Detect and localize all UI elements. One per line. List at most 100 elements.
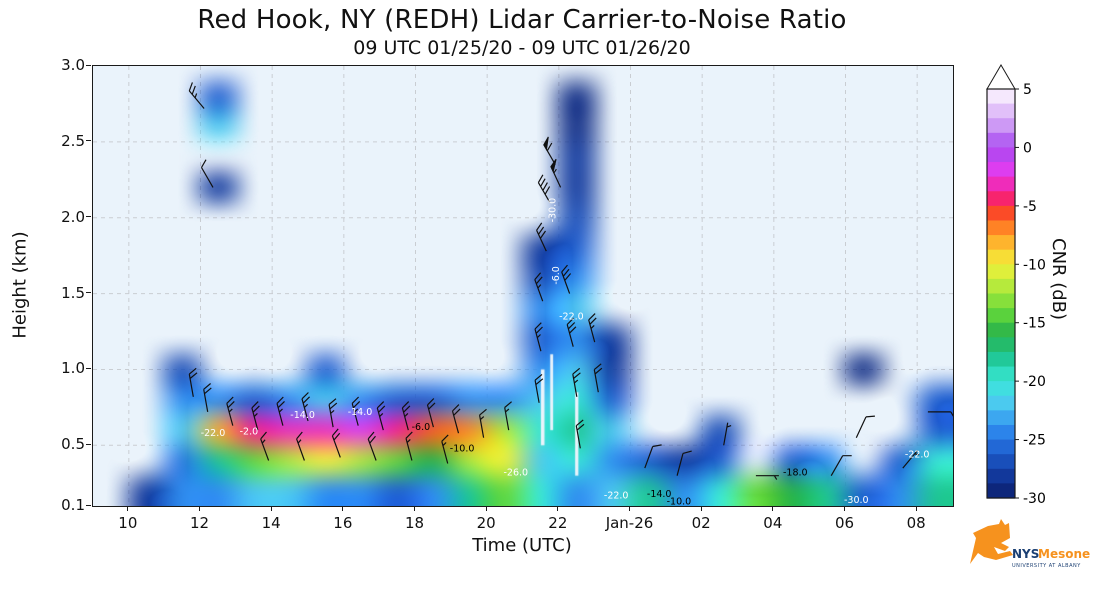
wind-barb xyxy=(328,398,338,428)
x-tick-label: 02 xyxy=(691,514,711,532)
wind-barb xyxy=(200,159,214,188)
y-tickmark xyxy=(85,64,91,66)
colorbar-band xyxy=(987,278,1015,295)
colorbar-over-arrow xyxy=(986,64,1016,90)
x-tick-label: 04 xyxy=(763,514,783,532)
contour-label: -18.0 xyxy=(783,468,808,479)
wind-barb xyxy=(479,408,487,438)
y-tickmark xyxy=(85,140,91,142)
y-tick-label: 0.1 xyxy=(61,496,85,514)
wind-barb xyxy=(588,313,597,343)
chart-title: Red Hook, NY (REDH) Lidar Carrier-to-Noi… xyxy=(197,5,847,35)
colorbar-tick-label: -10 xyxy=(1023,257,1046,273)
x-tickmark xyxy=(199,506,200,512)
wind-barb xyxy=(537,174,551,203)
x-tick-label: 16 xyxy=(333,514,353,532)
wind-barb xyxy=(426,398,436,428)
colorbar-tick-label: -15 xyxy=(1023,316,1046,332)
colorbar-band xyxy=(987,468,1015,484)
wind-barb xyxy=(536,222,547,252)
wind-barb xyxy=(676,450,692,476)
y-tick-label: 0.5 xyxy=(61,435,85,454)
wind-barb xyxy=(572,367,581,397)
logo-tagline: UNIVERSITY AT ALBANY xyxy=(1012,563,1081,569)
plot-area: -22.0 -2.0 -14.0 -14.0 -6.0 -10.0 -26.0 -30.0 -6… xyxy=(92,65,954,507)
wind-barb xyxy=(188,82,205,109)
wind-barb xyxy=(755,475,779,480)
wind-barb xyxy=(723,422,732,446)
contour-label: -14.0 xyxy=(348,407,373,418)
wind-barb xyxy=(260,431,270,461)
contour-label: -2.0 xyxy=(240,427,259,438)
wind-barb xyxy=(226,396,235,426)
x-tick-label: 12 xyxy=(189,514,210,532)
colorbar-band xyxy=(987,483,1015,499)
x-tick-label: 20 xyxy=(476,514,496,532)
colorbar-band xyxy=(987,308,1015,324)
colorbar-band xyxy=(987,454,1015,470)
x-tick-label: 18 xyxy=(404,514,425,532)
contour-label: -14.0 xyxy=(290,410,315,421)
x-tick-label: Jan-26 xyxy=(605,514,654,532)
wind-barbs-layer xyxy=(188,82,953,480)
colorbar-tick-label: -20 xyxy=(1023,374,1046,390)
x-tickmark xyxy=(342,506,344,512)
colorbar-band xyxy=(987,395,1015,411)
contour-label: -30.0 xyxy=(547,198,558,223)
y-axis-label: Height (km) xyxy=(9,231,31,339)
contour-label: -6.0 xyxy=(412,422,431,433)
wind-barb xyxy=(188,367,198,397)
wind-barb xyxy=(593,363,603,393)
y-tickmark xyxy=(85,443,91,445)
colorbar-band xyxy=(987,205,1015,222)
colorbar-band xyxy=(987,191,1015,207)
wind-barb xyxy=(927,411,953,417)
wind-barb xyxy=(331,428,341,458)
colorbar-band xyxy=(987,264,1015,280)
wind-barb-pennant xyxy=(543,136,549,152)
colorbar-band xyxy=(987,176,1015,192)
colorbar-band xyxy=(987,366,1015,382)
colorbar-band xyxy=(987,322,1015,338)
wind-barb xyxy=(855,415,875,438)
wind-barb xyxy=(203,383,212,413)
y-tickmark xyxy=(85,292,91,294)
y-tick-label: 2.5 xyxy=(61,131,85,150)
wind-barb xyxy=(534,373,544,403)
x-tickmark xyxy=(127,506,129,512)
wind-barb xyxy=(534,322,543,352)
nys-mesonet-logo: NYS Mesonet UNIVERSITY AT ALBANY xyxy=(970,519,1090,569)
colorbar-band xyxy=(987,337,1015,353)
wind-barb xyxy=(644,444,662,469)
wind-barb xyxy=(301,392,311,422)
x-tickmark xyxy=(629,506,630,512)
colorbar-band xyxy=(987,118,1015,134)
x-tickmark xyxy=(915,506,917,512)
cnr-heatmap-canvas xyxy=(93,66,953,506)
wind-barb xyxy=(566,317,577,347)
y-tickmark xyxy=(85,504,91,506)
colorbar-tick-label: 0 xyxy=(1023,140,1032,156)
wind-barb xyxy=(830,455,852,476)
contour-label: -14.0 xyxy=(647,489,672,500)
wind-barb xyxy=(351,396,361,426)
wind-barb xyxy=(405,431,413,461)
contour-label: -10.0 xyxy=(450,443,475,454)
contour-label: -10.0 xyxy=(667,497,692,507)
contour-label: -6.0 xyxy=(551,266,562,285)
wind-barb xyxy=(367,431,377,461)
colorbar-band xyxy=(987,103,1015,119)
logo-text-mesonet: Mesonet xyxy=(1038,547,1090,561)
colorbar-band xyxy=(987,439,1015,455)
contour-labels-layer: -22.0 -2.0 -14.0 -14.0 -6.0 -10.0 -26.0 -30.0 -6… xyxy=(201,198,930,506)
x-tickmark xyxy=(772,506,774,512)
contour-label: -26.0 xyxy=(504,468,529,479)
colorbar-band xyxy=(987,162,1015,178)
y-tickmark xyxy=(85,216,91,218)
x-tickmark xyxy=(700,506,702,512)
plot-overlay-layer: -22.0 -2.0 -14.0 -14.0 -6.0 -10.0 -26.0 -30.0 -6… xyxy=(188,82,953,506)
x-tick-label: 08 xyxy=(906,514,926,532)
wind-barb xyxy=(561,264,572,294)
contour-label: -30.0 xyxy=(844,495,869,506)
